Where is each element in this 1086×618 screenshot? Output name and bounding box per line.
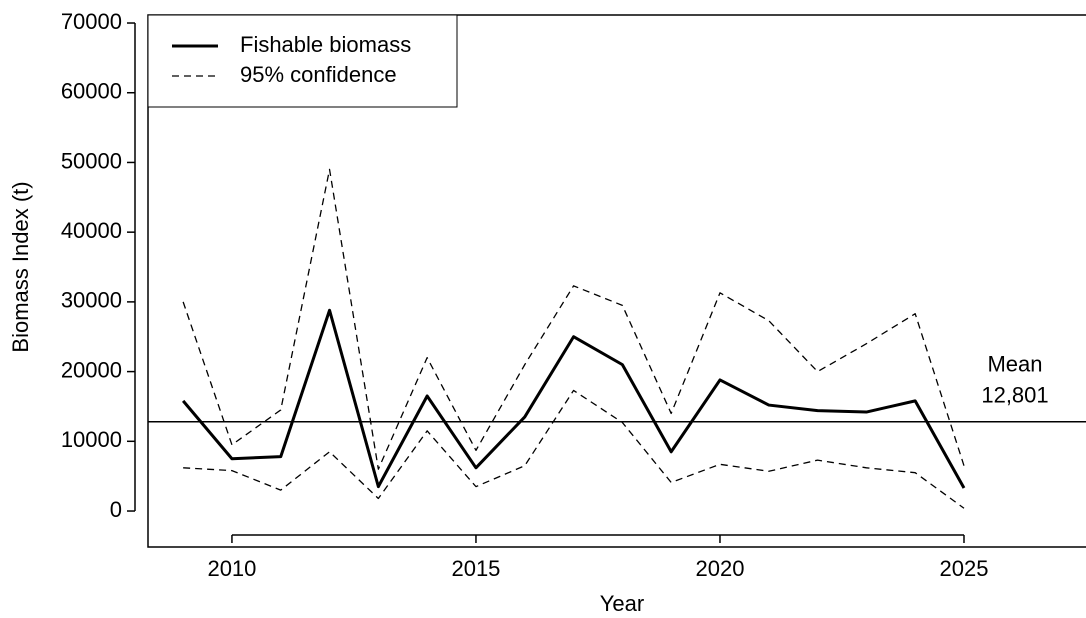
plot-box <box>147 14 1086 548</box>
x-tick-label: 2015 <box>451 556 500 581</box>
y-tick-label: 60000 <box>61 79 122 104</box>
legend-box <box>147 14 458 108</box>
y-tick-label: 40000 <box>61 218 122 243</box>
mean-title: Mean <box>987 352 1042 377</box>
legend-label: 95% confidence <box>240 62 397 87</box>
y-tick-label: 70000 <box>61 9 122 34</box>
y-tick-label: 20000 <box>61 357 122 382</box>
mean-label: 12,801 <box>981 383 1048 408</box>
series-line <box>181 308 966 489</box>
upper-confidence-line <box>182 168 965 470</box>
y-tick-label: 0 <box>110 497 122 522</box>
x-tick-label: 2025 <box>940 556 989 581</box>
x-tick-label: 2010 <box>207 556 256 581</box>
x-tick-label: 2020 <box>695 556 744 581</box>
lower-confidence-line <box>183 389 965 509</box>
y-axis-title: Biomass Index (t) <box>8 181 33 352</box>
x-axis-title: Year <box>600 591 644 616</box>
y-tick-label: 10000 <box>61 427 122 452</box>
legend-label: Fishable biomass <box>240 32 411 57</box>
y-tick-label: 30000 <box>61 288 122 313</box>
y-tick-label: 50000 <box>61 148 122 173</box>
